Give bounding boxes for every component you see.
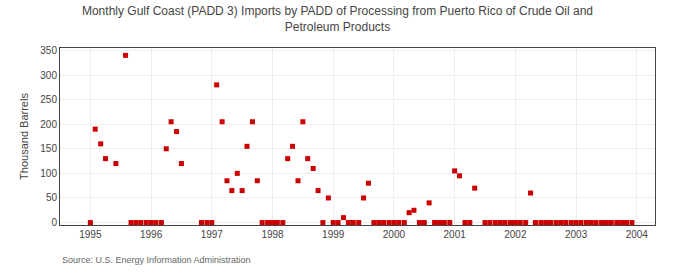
svg-text:1995: 1995 bbox=[79, 229, 102, 240]
svg-text:Thousand Barrels: Thousand Barrels bbox=[18, 93, 30, 180]
svg-text:0: 0 bbox=[51, 217, 57, 228]
svg-text:Monthly Gulf Coast (PADD 3) Im: Monthly Gulf Coast (PADD 3) Imports by P… bbox=[82, 4, 593, 34]
svg-text:1997: 1997 bbox=[201, 229, 224, 240]
svg-text:2001: 2001 bbox=[444, 229, 467, 240]
svg-text:1999: 1999 bbox=[322, 229, 345, 240]
svg-text:300: 300 bbox=[40, 70, 57, 81]
svg-text:100: 100 bbox=[40, 168, 57, 179]
svg-text:250: 250 bbox=[40, 94, 57, 105]
svg-text:200: 200 bbox=[40, 119, 57, 130]
svg-text:1996: 1996 bbox=[140, 229, 163, 240]
svg-text:50: 50 bbox=[46, 192, 58, 203]
svg-text:2004: 2004 bbox=[626, 229, 649, 240]
svg-text:150: 150 bbox=[40, 143, 57, 154]
svg-text:2002: 2002 bbox=[504, 229, 527, 240]
svg-text:2003: 2003 bbox=[565, 229, 588, 240]
svg-text:2000: 2000 bbox=[383, 229, 406, 240]
svg-text:Source: U.S. Energy Informatio: Source: U.S. Energy Information Administ… bbox=[62, 255, 251, 265]
svg-text:1998: 1998 bbox=[261, 229, 284, 240]
svg-text:350: 350 bbox=[40, 45, 57, 56]
